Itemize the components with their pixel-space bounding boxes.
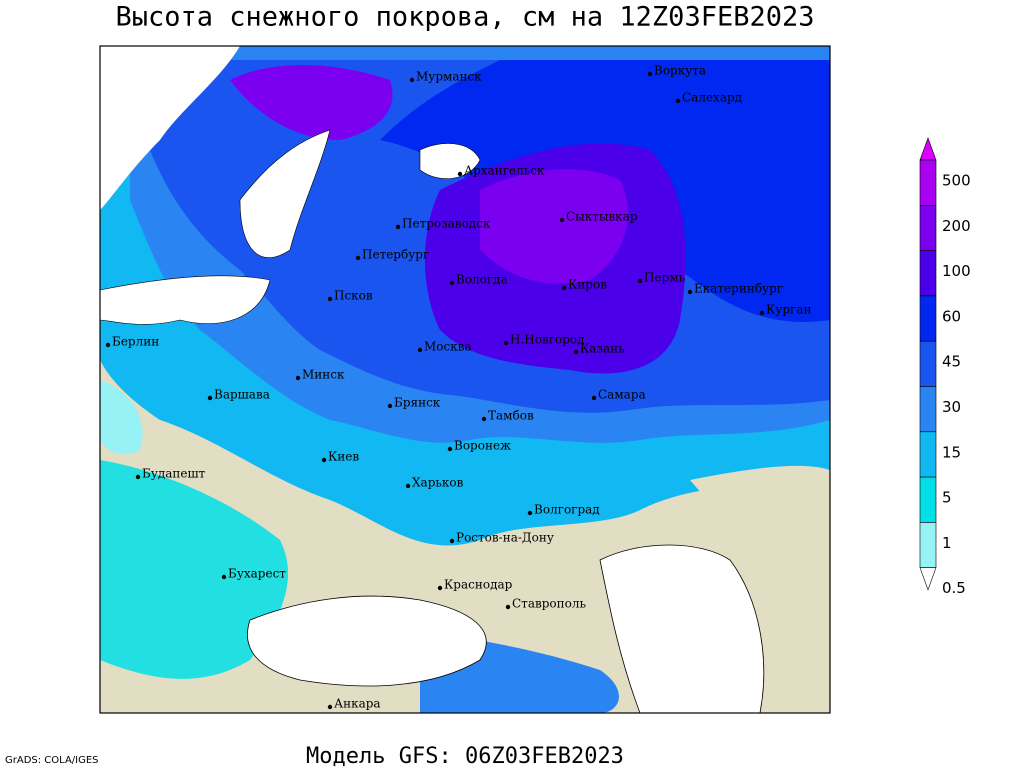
colorbar-segment	[919, 159, 937, 206]
colorbar-label: 60	[942, 307, 961, 325]
city-label: Воронеж	[454, 439, 511, 453]
colorbar-label: 200	[942, 217, 971, 235]
colorbar-segment	[919, 295, 937, 342]
city-label: Сыктывкар	[566, 210, 638, 224]
city-label: Пермь	[644, 271, 686, 285]
city-label: Вологда	[456, 273, 508, 287]
colorbar-segment	[919, 386, 937, 433]
city-label: Варшава	[214, 388, 270, 402]
city-dot	[437, 585, 443, 591]
city-dot	[447, 446, 453, 452]
colorbar-label: 1	[942, 534, 952, 552]
city-label: Харьков	[412, 476, 464, 490]
colorbar-segment	[919, 522, 937, 569]
city-label: Краснодар	[444, 578, 513, 592]
city-label: Петрозаводск	[402, 217, 491, 231]
colorbar-segment	[919, 250, 937, 297]
city-label: Берлин	[112, 335, 159, 349]
city-label: Ставрополь	[512, 597, 586, 611]
city-label: Н.Новгород	[510, 333, 585, 347]
city-dot	[355, 255, 361, 261]
city-label: Воркута	[654, 64, 706, 78]
city-dot	[135, 474, 141, 480]
credit: GrADS: COLA/IGES	[5, 755, 99, 766]
city-dot	[405, 483, 411, 489]
colorbar-label: 5	[942, 489, 952, 507]
colorbar: 500 200 100 60 45 30 15 5 1 0.5	[919, 137, 971, 597]
city-dot	[503, 340, 509, 346]
colorbar-segment	[919, 476, 937, 523]
city-dot	[559, 217, 565, 223]
city-label: Ростов-на-Дону	[456, 531, 554, 545]
colorbar-label: 500	[942, 172, 971, 190]
colorbar-segment	[919, 340, 937, 387]
colorbar-label: 100	[942, 262, 971, 280]
city-dot	[561, 285, 567, 291]
city-label: Волгоград	[534, 503, 600, 517]
city-label: Архангельск	[464, 164, 545, 178]
city-dot	[527, 510, 533, 516]
city-label: Петербург	[362, 248, 429, 262]
city-dot	[221, 574, 227, 580]
city-label: Брянск	[394, 396, 441, 410]
city-label: Казань	[580, 342, 625, 356]
colorbar-label: 0.5	[942, 579, 966, 597]
colorbar-label: 15	[942, 443, 961, 461]
colorbar-triangle	[919, 137, 937, 161]
city-dot	[105, 342, 111, 348]
city-dot	[207, 395, 213, 401]
snow-map	[100, 46, 830, 713]
city-dot	[449, 280, 455, 286]
model-caption: Модель GFS: 06Z03FEB2023	[306, 744, 624, 768]
city-dot	[687, 289, 693, 295]
city-label: Минск	[302, 368, 345, 382]
city-dot	[591, 395, 597, 401]
city-dot	[321, 457, 327, 463]
city-dot	[481, 416, 487, 422]
city-label: Тамбов	[488, 409, 534, 423]
city-dot	[387, 403, 393, 409]
colorbar-label: 30	[942, 398, 961, 416]
colorbar-label: 45	[942, 353, 961, 371]
city-dot	[295, 375, 301, 381]
city-dot	[409, 77, 415, 83]
city-label: Екатеринбург	[694, 282, 783, 296]
colorbar-segment	[919, 205, 937, 251]
city-label: Мурманск	[416, 70, 482, 84]
city-label: Салехард	[682, 91, 742, 105]
colorbar-triangle	[919, 567, 937, 591]
map-frame	[99, 45, 831, 714]
city-dot	[675, 98, 681, 104]
city-dot	[759, 310, 765, 316]
colorbar-segment	[919, 431, 937, 478]
city-label: Бухарест	[228, 567, 286, 581]
city-dot	[417, 347, 423, 353]
city-dot	[327, 704, 333, 710]
cities: Мурманск Воркута Салехард Архангельск Сыктыв…	[105, 64, 811, 711]
title: Высота снежного покрова, см на 12Z03FEB2…	[116, 2, 815, 33]
city-label: Киров	[568, 278, 607, 292]
city-label: Анкара	[334, 697, 381, 711]
city-label: Будапешт	[142, 467, 206, 481]
city-dot	[395, 224, 401, 230]
city-label: Курган	[766, 303, 811, 317]
city-label: Москва	[424, 340, 472, 354]
city-dot	[505, 604, 511, 610]
city-dot	[637, 278, 643, 284]
city-dot	[449, 538, 455, 544]
city-dot	[647, 71, 653, 77]
city-dot	[457, 171, 463, 177]
city-label: Самара	[598, 388, 646, 402]
city-label: Киев	[328, 450, 359, 464]
city-label: Псков	[334, 289, 373, 303]
city-dot	[573, 349, 579, 355]
city-dot	[327, 296, 333, 302]
